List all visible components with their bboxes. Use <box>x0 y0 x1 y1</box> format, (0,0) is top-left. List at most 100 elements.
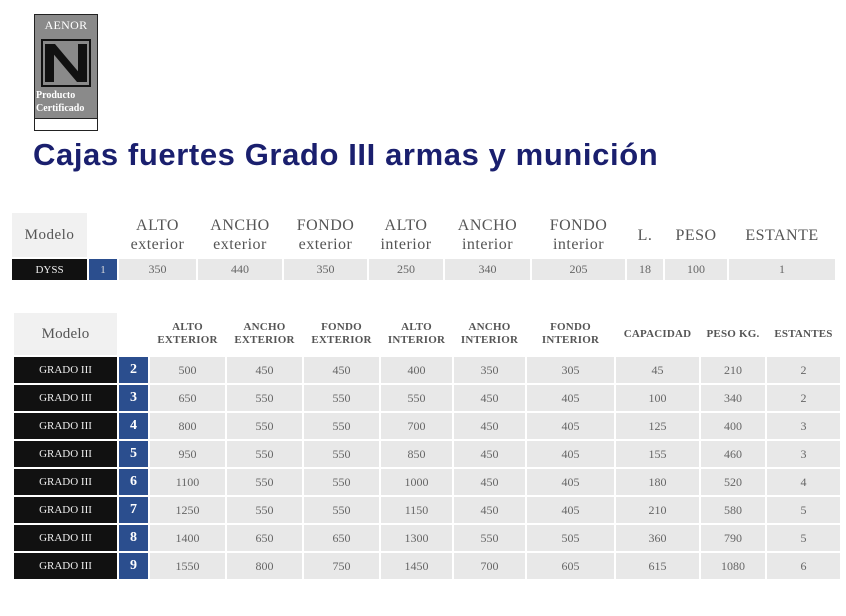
table-cell: 650 <box>304 525 379 551</box>
table-cell: 500 <box>150 357 225 383</box>
table-cell: 210 <box>616 497 699 523</box>
header-line: ALTO <box>136 217 179 234</box>
table-row: GRADO III 9 1550 800 750 1450 700 605 615 1080 6 <box>14 553 840 579</box>
model-number-cell: 9 <box>119 553 148 579</box>
table-cell: 180 <box>616 469 699 495</box>
model-name-cell: DYSS <box>12 259 87 280</box>
table-cell: 550 <box>304 497 379 523</box>
table-cell: 18 <box>627 259 663 280</box>
header-line: ANCHO <box>210 217 270 234</box>
table-cell: 550 <box>304 441 379 467</box>
table-cell: 450 <box>454 413 525 439</box>
header-line: ANCHO <box>457 217 518 234</box>
model-number-cell: 7 <box>119 497 148 523</box>
col-header-l: L. <box>627 213 663 257</box>
table-cell: 1250 <box>150 497 225 523</box>
header-line: INTERIOR <box>541 334 600 346</box>
table-cell: 550 <box>227 497 302 523</box>
table-cell: 405 <box>527 497 614 523</box>
page-title: Cajas fuertes Grado III armas y munición <box>33 137 659 172</box>
header-line: exterior <box>130 236 185 253</box>
table-row: GRADO III 6 1100 550 550 1000 450 405 180 520 4 <box>14 469 840 495</box>
aenor-brand-text: AENOR <box>44 18 88 32</box>
table-cell: 350 <box>119 259 196 280</box>
table-cell: 45 <box>616 357 699 383</box>
col-header-estante: ESTANTE <box>729 213 835 257</box>
table-cell: 3 <box>767 413 840 439</box>
table-cell: 350 <box>454 357 525 383</box>
col-header-blank <box>119 313 148 355</box>
table-cell: 450 <box>454 497 525 523</box>
table-cell: 2 <box>767 385 840 411</box>
table-cell: 1150 <box>381 497 452 523</box>
col-header-modelo: Modelo <box>14 313 117 355</box>
table-cell: 550 <box>304 469 379 495</box>
table-cell: 155 <box>616 441 699 467</box>
col-header-estantes: ESTANTES <box>767 313 840 355</box>
table-cell: 400 <box>701 413 765 439</box>
table-cell: 1300 <box>381 525 452 551</box>
header-line: INTERIOR <box>387 334 446 346</box>
table-cell: 5 <box>767 525 840 551</box>
header-line: EXTERIOR <box>234 334 295 346</box>
aenor-logo-divider <box>35 118 97 119</box>
table-cell: 1080 <box>701 553 765 579</box>
table-cell: 700 <box>454 553 525 579</box>
header-line: exterior <box>298 236 353 253</box>
header-line: ALTO <box>401 321 432 333</box>
table-cell: 340 <box>445 259 530 280</box>
model-number-cell: 5 <box>119 441 148 467</box>
model-name-cell: GRADO III <box>14 413 117 439</box>
aenor-caption: Producto Certificado <box>36 89 98 115</box>
model-number-cell: 3 <box>119 385 148 411</box>
model-number-cell: 4 <box>119 413 148 439</box>
header-line: FONDO <box>549 217 608 234</box>
table-cell: 505 <box>527 525 614 551</box>
table-cell: 405 <box>527 413 614 439</box>
table-cell: 360 <box>616 525 699 551</box>
header-line: ALTO <box>172 321 203 333</box>
table-cell: 450 <box>304 357 379 383</box>
table-cell: 580 <box>701 497 765 523</box>
header-line: FONDO <box>550 321 591 333</box>
grado-iii-spec-table: Modelo ALTO EXTERIOR ANCHO EXTERIOR FONDO E… <box>12 311 842 581</box>
table-cell: 305 <box>527 357 614 383</box>
header-line: interior <box>461 236 514 253</box>
col-header-peso: PESO <box>665 213 727 257</box>
table-cell: 4 <box>767 469 840 495</box>
table-cell: 550 <box>304 385 379 411</box>
header-line: ANCHO <box>243 321 286 333</box>
col-header-alto-interior: ALTO INTERIOR <box>381 313 452 355</box>
table-row: GRADO III 3 650 550 550 550 450 405 100 340 2 <box>14 385 840 411</box>
table-cell: 550 <box>227 469 302 495</box>
table-cell: 205 <box>532 259 625 280</box>
table-row: DYSS 1 350 440 350 250 340 205 18 100 1 <box>12 259 835 280</box>
col-header-capacidad: CAPACIDAD <box>616 313 699 355</box>
table-row: GRADO III 4 800 550 550 700 450 405 125 400 3 <box>14 413 840 439</box>
model-name-cell: GRADO III <box>14 497 117 523</box>
table-cell: 550 <box>381 385 452 411</box>
table-cell: 350 <box>284 259 367 280</box>
table-cell: 450 <box>454 441 525 467</box>
table-cell: 210 <box>701 357 765 383</box>
table-cell: 1550 <box>150 553 225 579</box>
table-cell: 5 <box>767 497 840 523</box>
header-line: FONDO <box>296 217 355 234</box>
model-name-cell: GRADO III <box>14 469 117 495</box>
model-number-cell: 6 <box>119 469 148 495</box>
table-cell: 450 <box>454 469 525 495</box>
table-cell: 450 <box>227 357 302 383</box>
table-header-row: Modelo ALTO exterior ANCHO exterior FONDO e… <box>12 213 835 257</box>
col-header-fondo-interior: FONDO interior <box>532 213 625 257</box>
table-cell: 1100 <box>150 469 225 495</box>
col-header-ancho-exterior: ANCHO EXTERIOR <box>227 313 302 355</box>
header-line: exterior <box>213 236 267 253</box>
header-line: ANCHO <box>468 321 511 333</box>
col-header-fondo-interior: FONDO INTERIOR <box>527 313 614 355</box>
col-header-ancho-interior: ANCHO INTERIOR <box>454 313 525 355</box>
col-header-modelo: Modelo <box>12 213 87 257</box>
table-cell: 520 <box>701 469 765 495</box>
table-cell: 800 <box>227 553 302 579</box>
col-header-alto-exterior: ALTO EXTERIOR <box>150 313 225 355</box>
table-cell: 460 <box>701 441 765 467</box>
